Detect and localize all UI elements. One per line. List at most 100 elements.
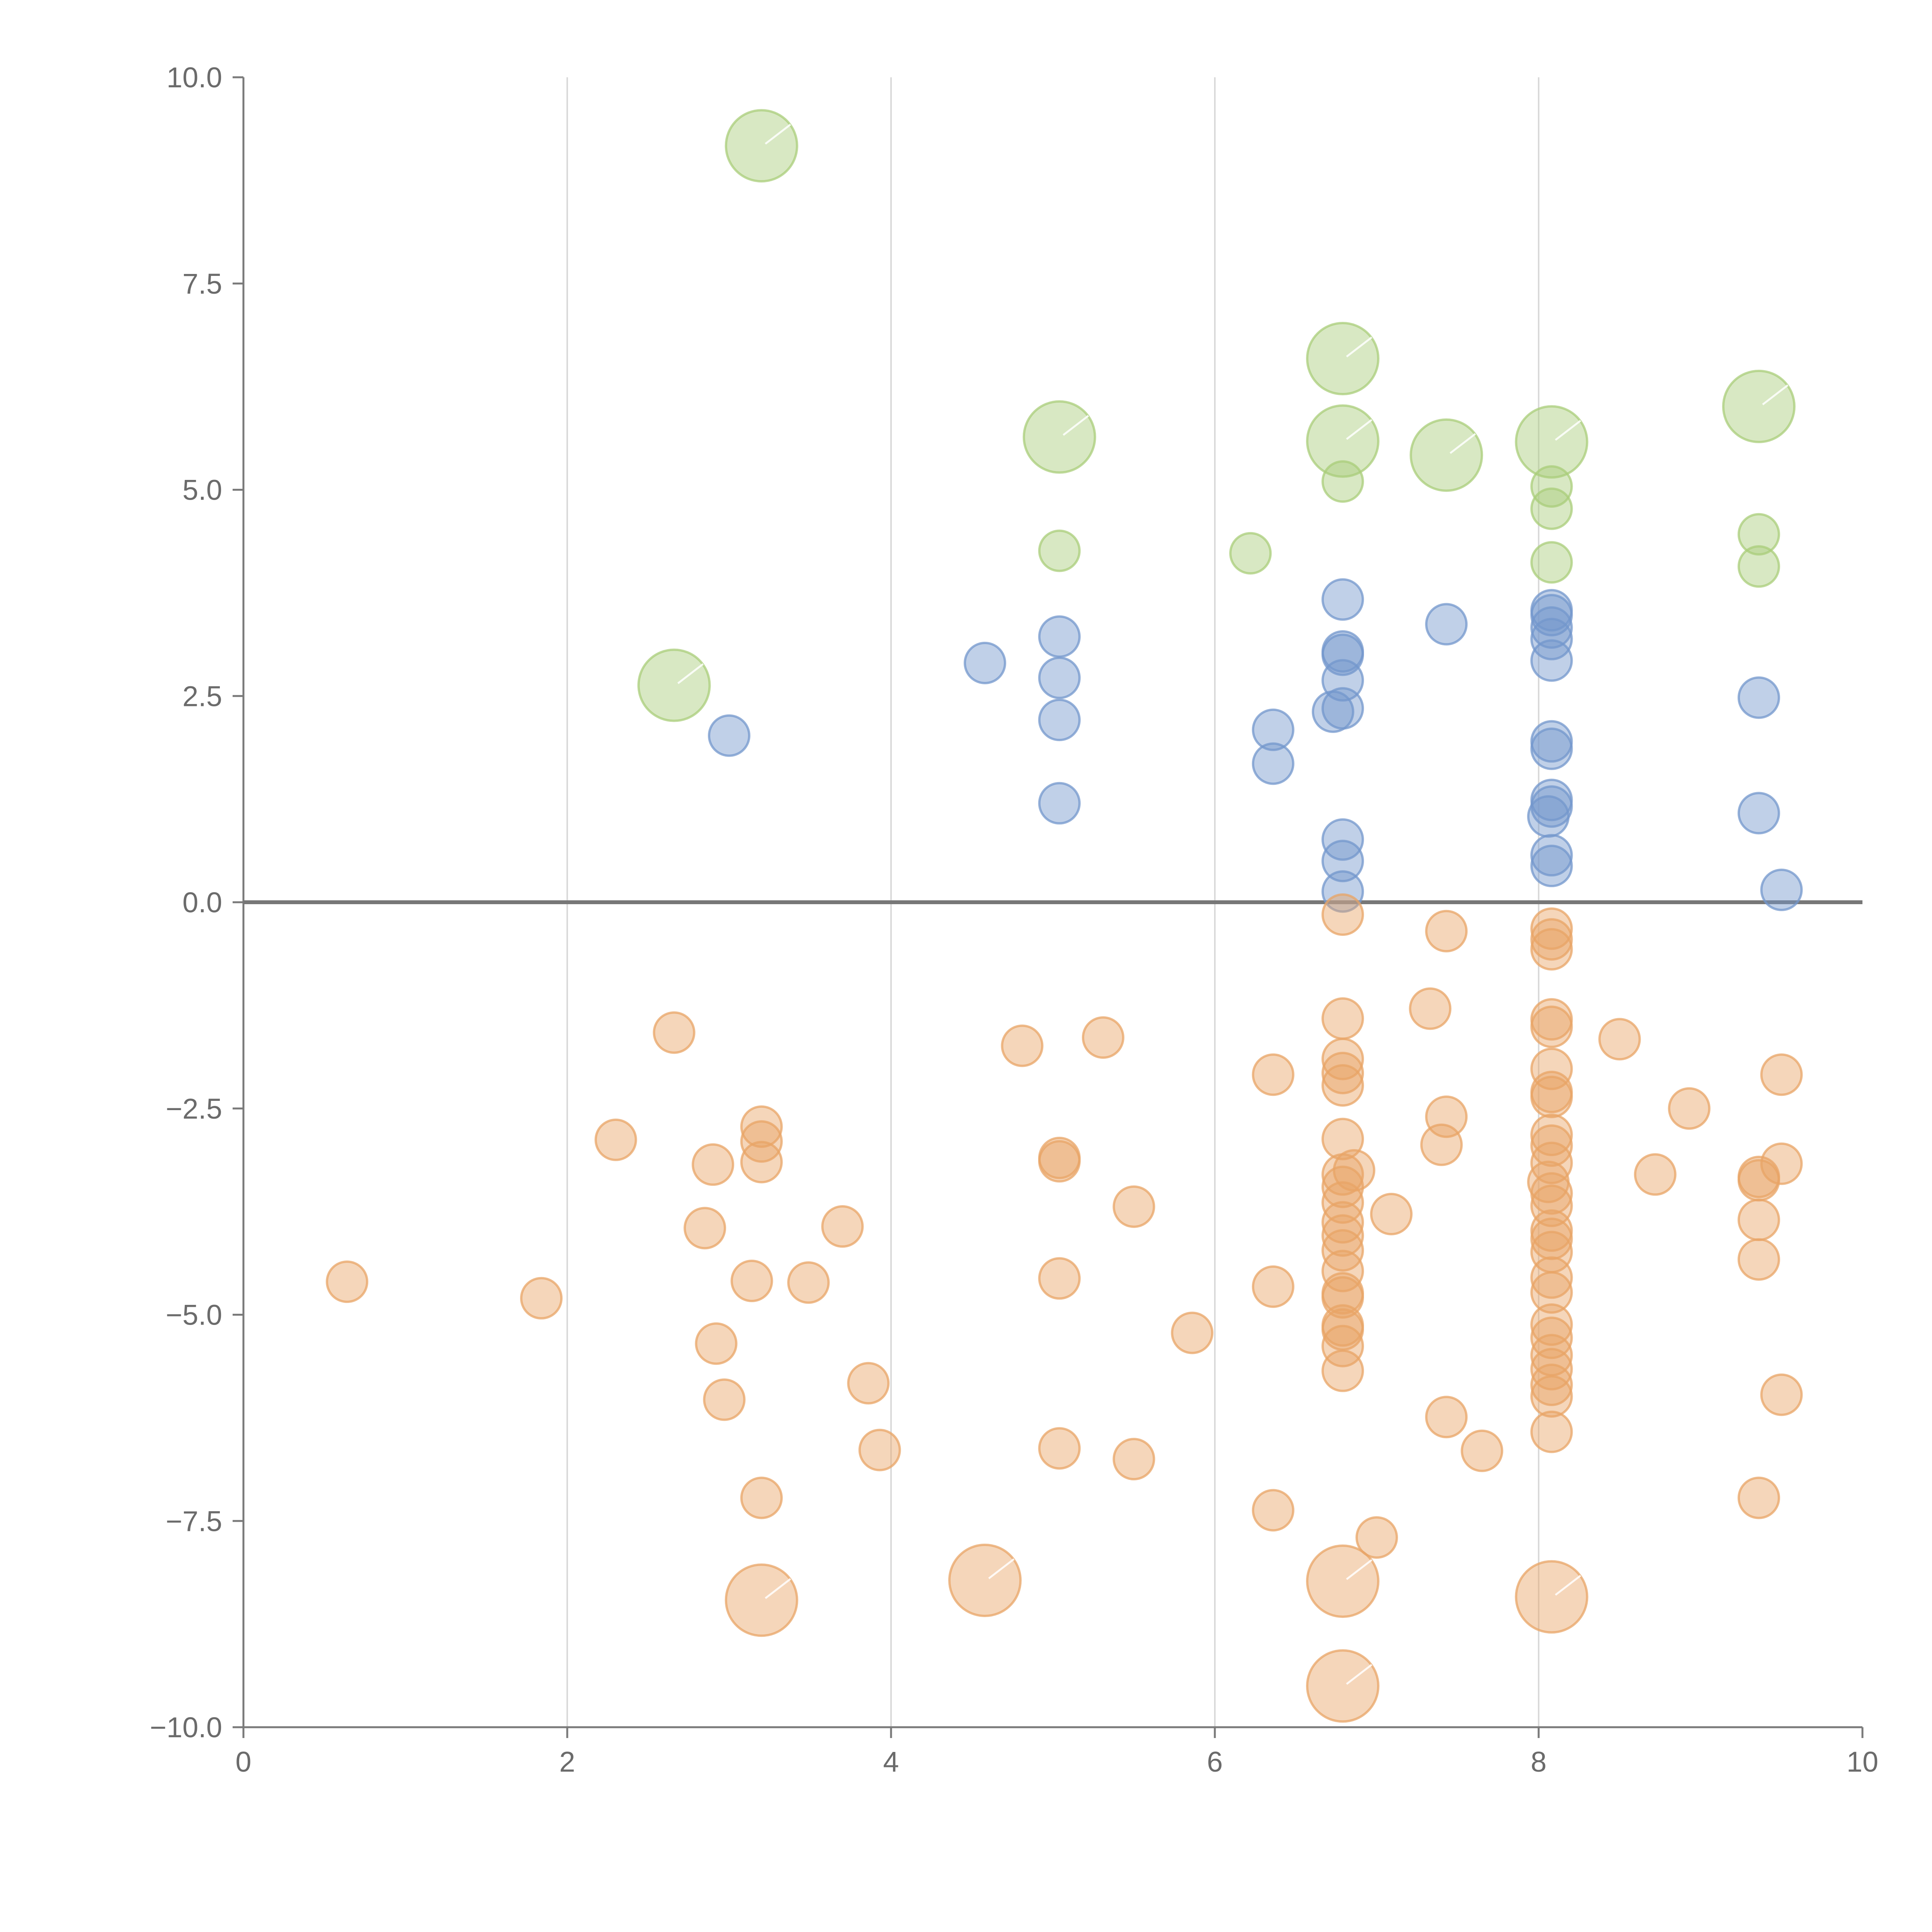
orange-bubble (730, 1259, 773, 1302)
orange-bubble (1321, 893, 1364, 936)
orange-bubble (1306, 1544, 1380, 1618)
x-tick-label: 8 (1531, 1746, 1546, 1778)
orange-bubble (1038, 1257, 1081, 1300)
orange-bubble (724, 1563, 798, 1637)
y-tick-label: 10.0 (167, 61, 222, 94)
orange-bubble (1425, 1396, 1468, 1439)
blue-bubble (1321, 633, 1364, 676)
orange-bubble (1737, 1198, 1780, 1241)
orange-bubble (1321, 1051, 1364, 1094)
orange-bubble (1082, 1016, 1124, 1059)
green-bubble (1530, 487, 1573, 530)
orange-bubble (740, 1141, 783, 1184)
blue-bubble (964, 641, 1007, 684)
orange-bubble (1530, 1256, 1573, 1299)
green-bubble (1306, 404, 1380, 478)
orange-bubble (1598, 1018, 1641, 1061)
blue-bubble (1530, 834, 1573, 877)
green-bubble (1410, 418, 1483, 492)
orange-bubble (326, 1260, 369, 1303)
orange-bubble (1038, 1140, 1081, 1183)
bubble-leader-line (1554, 420, 1582, 441)
orange-bubble (1530, 1303, 1573, 1346)
green-bubble (1022, 400, 1096, 474)
green-bubble (1515, 405, 1588, 479)
orange-bubble (1461, 1429, 1503, 1472)
orange-bubble (1737, 1476, 1780, 1519)
axes (233, 76, 1864, 1738)
blue-bubble (708, 714, 750, 757)
orange-bubble (1530, 1316, 1573, 1359)
orange-bubble (1530, 1005, 1573, 1048)
orange-bubble (653, 1011, 696, 1054)
x-tick-label: 0 (235, 1746, 251, 1778)
orange-bubble (1001, 1024, 1044, 1067)
orange-bubble (740, 1476, 783, 1519)
blue-bubble (1760, 868, 1803, 911)
bubble-leader-line (677, 663, 704, 684)
blue-bubble (1038, 615, 1081, 658)
green-bubble (1530, 465, 1573, 508)
orange-bubble (1321, 1325, 1364, 1367)
blue-bubble (1321, 840, 1364, 883)
orange-bubble (1515, 1560, 1588, 1634)
orange-bubble (858, 1429, 901, 1471)
orange-bubble (1355, 1516, 1398, 1559)
blue-bubble (1737, 792, 1780, 835)
blue-bubble (1425, 603, 1468, 646)
orange-bubble (1634, 1153, 1677, 1196)
tick-labels: 0 2 4 6 8 10 10.0 7.5 5.0 2.5 0.0 −2.5 −5.0 −7.5 −10.0 (150, 61, 1878, 1778)
orange-bubble (1252, 1489, 1294, 1532)
bubble-leader-line (765, 124, 791, 145)
green-bubble (1306, 322, 1380, 396)
bubble-leader-line (1346, 337, 1372, 358)
x-tick-label: 4 (883, 1746, 899, 1778)
bubble-leader-line (1762, 384, 1789, 405)
orange-bubble (1668, 1087, 1711, 1130)
green-bubble (1038, 529, 1081, 572)
blue-bubble (1252, 708, 1294, 751)
orange-bubble (1425, 1095, 1468, 1138)
blue-bubble (1321, 870, 1364, 913)
bubble-leader-line (1346, 1664, 1372, 1685)
orange-bubble (1252, 1265, 1294, 1308)
blue-bubble (1737, 676, 1780, 719)
blue-bubble (1038, 699, 1081, 742)
orange-bubble (1112, 1438, 1155, 1481)
orange-bubble (1252, 1053, 1294, 1096)
y-tick-label: −5.0 (166, 1299, 222, 1331)
bubble-leader-line (1449, 433, 1476, 454)
y-tick-label: 5.0 (182, 474, 222, 506)
green-bubble (1530, 541, 1573, 584)
y-tick-label: 7.5 (182, 268, 222, 300)
orange-bubble (1038, 1427, 1081, 1470)
orange-bubble (703, 1378, 746, 1421)
orange-bubble (1321, 1214, 1364, 1257)
y-tick-label: 2.5 (182, 680, 222, 712)
blue-bubble (1321, 578, 1364, 621)
green-bubble (1737, 513, 1780, 556)
orange-bubble (1760, 1373, 1803, 1416)
orange-bubble (787, 1261, 830, 1304)
bubble-leader-line (1063, 415, 1089, 436)
orange-bubble (1425, 910, 1468, 952)
x-tick-label: 6 (1207, 1746, 1223, 1778)
orange-bubble (1530, 928, 1573, 971)
orange-bubble (1112, 1185, 1155, 1228)
bubble-leader-line (1346, 1559, 1372, 1580)
orange-bubble (594, 1118, 637, 1161)
green-bubble (1229, 532, 1272, 575)
blue-bubble (1527, 795, 1570, 838)
orange-bubble (1171, 1311, 1214, 1354)
bubble-leader-line (1346, 419, 1372, 440)
orange-bubble (1530, 1410, 1573, 1453)
blue-bubble (1252, 742, 1294, 785)
x-tick-label: 10 (1847, 1746, 1878, 1778)
orange-bubble (1760, 1053, 1803, 1096)
green-bubble (637, 648, 711, 722)
blue-bubble (1530, 617, 1573, 660)
blue-bubble (1530, 845, 1573, 888)
orange-bubble (1409, 987, 1452, 1030)
orange-bubble (948, 1543, 1022, 1617)
orange-bubble (821, 1205, 864, 1248)
